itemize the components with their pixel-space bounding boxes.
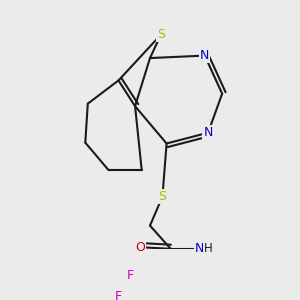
Text: F: F xyxy=(115,290,122,300)
Text: N: N xyxy=(200,49,209,62)
Text: O: O xyxy=(135,241,145,254)
Text: S: S xyxy=(158,190,166,203)
Text: S: S xyxy=(157,28,165,41)
Text: N: N xyxy=(195,242,205,255)
Text: F: F xyxy=(127,269,134,282)
Text: N: N xyxy=(203,126,213,139)
Text: H: H xyxy=(204,242,212,255)
